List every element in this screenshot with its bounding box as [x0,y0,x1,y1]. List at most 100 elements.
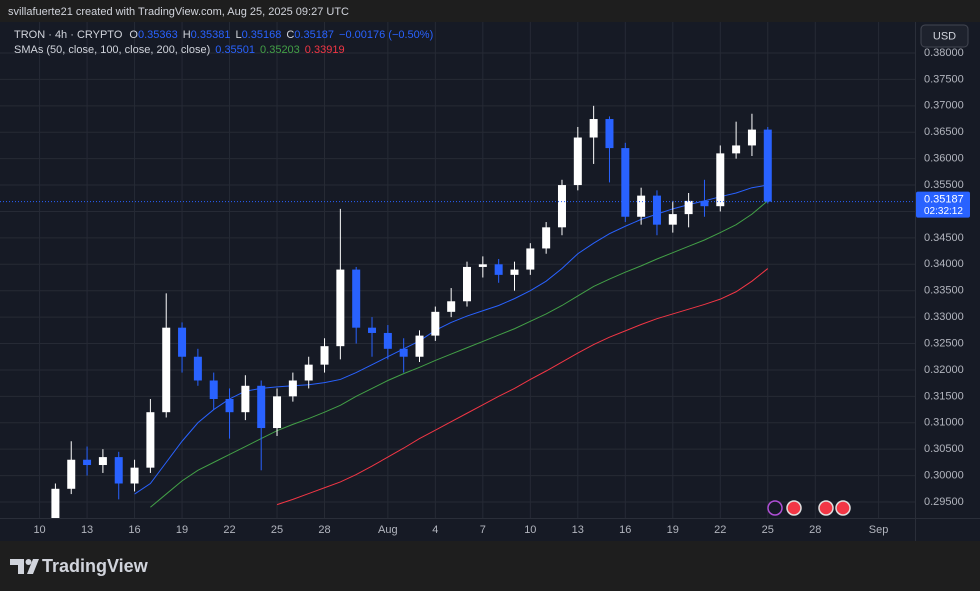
y-tick-label: 0.36000 [924,153,964,165]
candle-body [368,327,377,333]
candle-body [288,380,297,397]
y-tick-label: 0.31500 [924,390,964,402]
candle-body [225,398,234,413]
candle-body [320,346,329,365]
x-tick-label: 22 [223,524,235,536]
candle-body [415,335,424,357]
x-tick-label: 28 [809,524,821,536]
candle-body [51,488,60,518]
x-tick-label: 25 [271,524,283,536]
candle-body [478,264,487,267]
symbol: TRON · 4h · CRYPTO [14,29,123,41]
event-icon[interactable] [818,500,834,516]
sma-value: 0.35501 [215,44,255,56]
ohlc-key: O [129,29,138,41]
candle-body [146,412,155,468]
candle-body [716,153,725,207]
sma-line [150,200,769,508]
candle-body [193,356,202,381]
candle-body [257,385,266,429]
axes: 0.29500 0.30000 0.30500 0.31000 0.31500 0.320… [33,47,970,536]
candle-body [447,301,456,312]
legend-ohlc: TRON · 4h · CRYPTO O0.35363 H0.35381 L0.351… [14,29,433,41]
sma-value: 0.33919 [305,44,345,56]
x-tick-label: 4 [432,524,438,536]
candle-body [652,195,661,225]
x-tick-label: 25 [762,524,774,536]
event-icon[interactable] [767,500,783,516]
candle-body [209,380,218,399]
ohlc-value: 0.35187 [294,29,334,41]
event-icons [767,500,851,516]
y-tick-label: 0.34500 [924,232,964,244]
candle-body [304,364,313,381]
ohlc-value: 0.35381 [191,29,231,41]
y-tick-label: 0.31000 [924,417,964,429]
sma-line [276,268,769,506]
x-tick-label: 28 [318,524,330,536]
x-tick-label: 13 [81,524,93,536]
currency-box[interactable] [920,24,969,48]
x-tick-label: Aug [378,524,398,536]
candle-body [763,129,772,202]
x-tick-label: 16 [619,524,631,536]
plot [0,105,915,518]
candle-body [462,266,471,302]
candle-body [668,214,677,225]
candle-body [336,269,345,347]
event-icon[interactable] [835,500,851,516]
logo-text: TradingView [42,556,149,576]
y-tick-label: 0.35500 [924,179,964,191]
candle-body [700,200,709,207]
x-tick-label: 7 [480,524,486,536]
ohlc-key: L [235,29,241,41]
y-tick-label: 0.37500 [924,73,964,85]
candle-body [747,129,756,146]
y-tick-label: 0.30000 [924,469,964,481]
candle-body [510,269,519,275]
sma-line [134,184,768,495]
candle-body [605,119,614,149]
ohlc-value: 0.35168 [242,29,282,41]
ohlc-value: 0.35363 [138,29,178,41]
x-tick-label: 19 [176,524,188,536]
candle-body [83,459,92,466]
y-tick-label: 0.33000 [924,311,964,323]
candle-body [162,327,171,413]
x-tick-label: 16 [128,524,140,536]
candle-body [542,227,551,249]
y-tick-label: 0.34000 [924,258,964,270]
ohlc-key: C [286,29,294,41]
y-tick-label: 0.32000 [924,364,964,376]
candle-body [494,264,503,275]
logo-mark [27,559,39,574]
x-tick-label: 22 [714,524,726,536]
y-tick-label: 0.29500 [924,496,964,508]
countdown-label: 02:32:12 [924,206,963,217]
candle-body [732,145,741,154]
currency[interactable]: USD [933,30,956,42]
logo-mark [25,559,32,565]
event-icon[interactable] [786,500,802,516]
candle-body [621,148,630,217]
author-line: svillafuerte21 created with TradingView.… [8,6,349,18]
candle-body [399,348,408,357]
x-tick-label: 19 [667,524,679,536]
candle-body [684,200,693,215]
legend: TRON · 4h · CRYPTO O0.35363 H0.35381 L0.351… [14,29,433,56]
logo: TradingView [10,556,149,576]
x-tick-label: 10 [524,524,536,536]
candle-body [273,396,282,429]
last-price-box [916,191,970,218]
candle-body [637,195,646,217]
y-tick-label: 0.30500 [924,443,964,455]
candle-body [114,457,123,484]
candle-body [383,332,392,349]
candle-body [98,457,107,466]
indicator: SMAs (50, close, 100, close, 200, close) [14,44,210,56]
candle-body [557,185,566,228]
x-tick-label: Sep [869,524,889,536]
y-tick-label: 0.37000 [924,100,964,112]
candle-body [526,248,535,270]
